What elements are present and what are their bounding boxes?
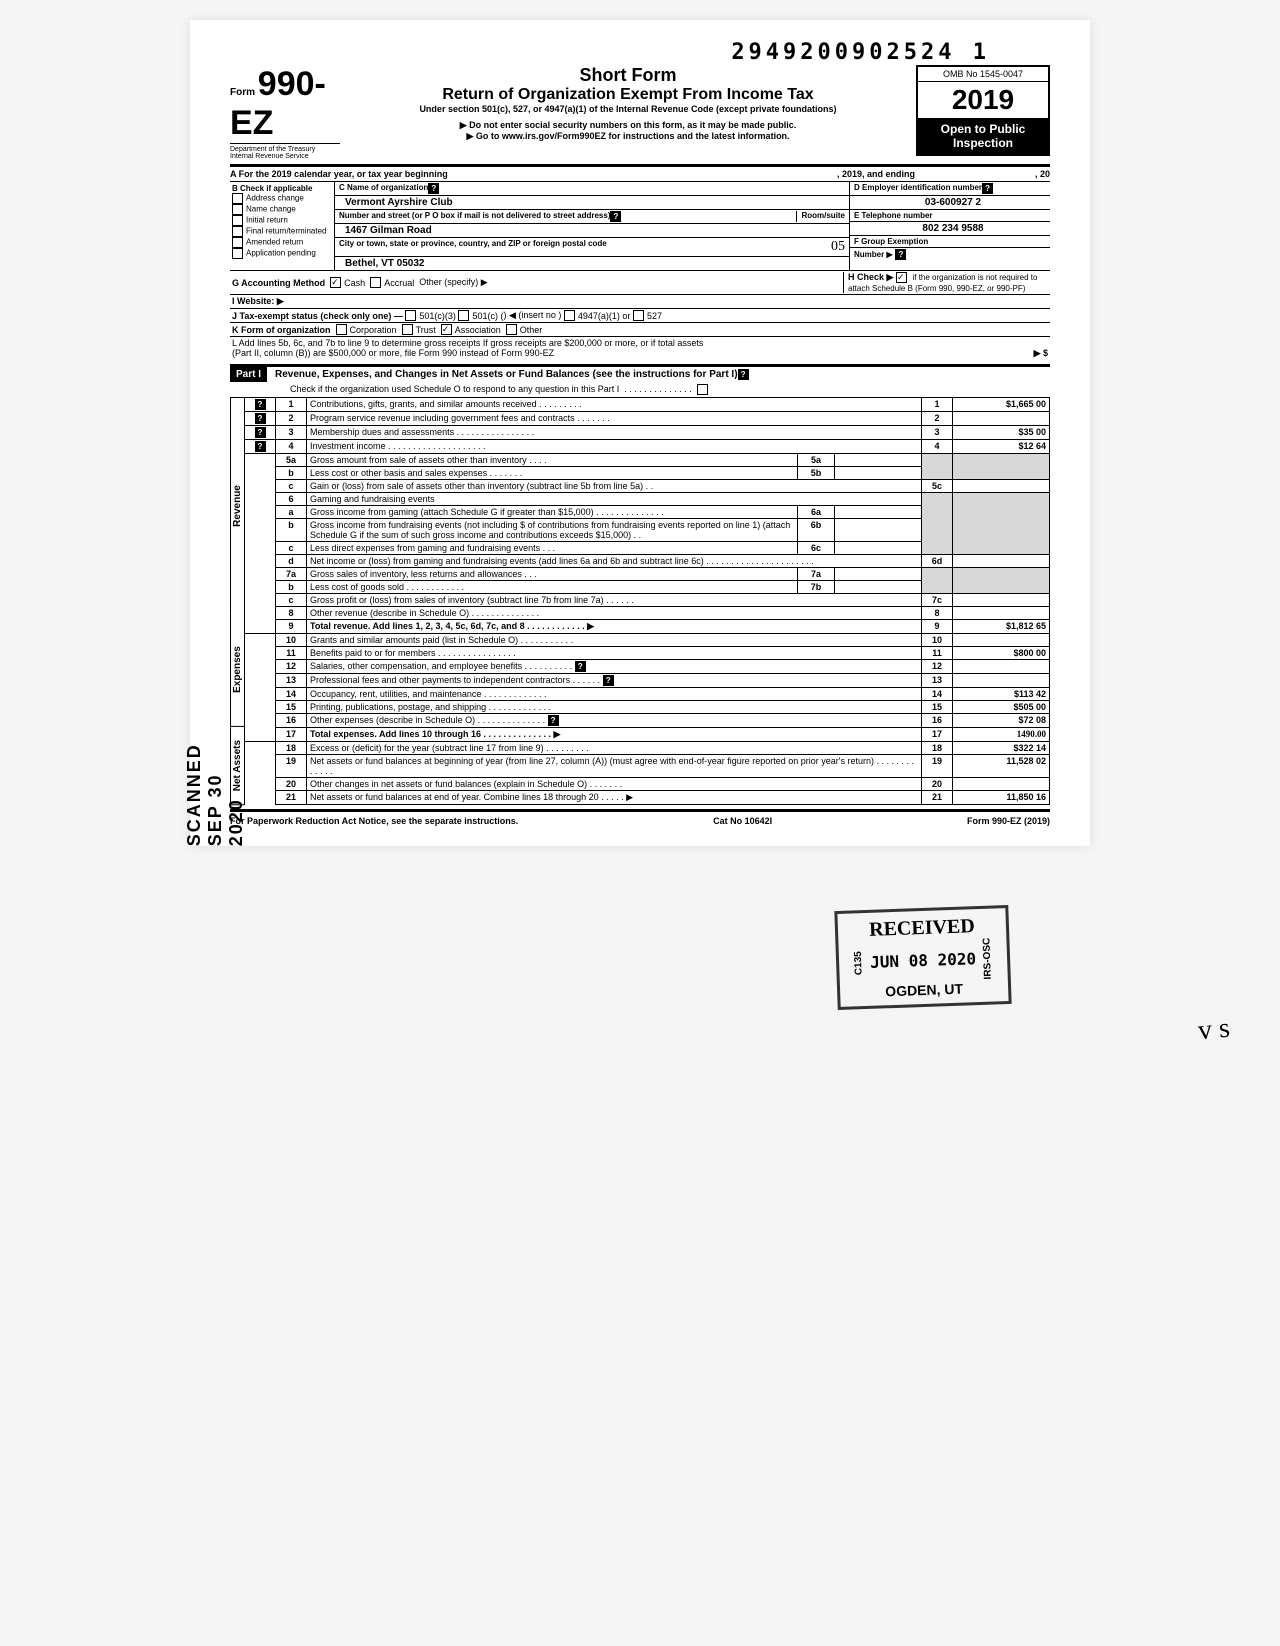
open-public-badge: Open to Public Inspection [918,118,1048,154]
checkbox-name-change[interactable] [232,204,243,215]
g-label: G Accounting Method [232,278,325,288]
checkbox-final-return[interactable] [232,226,243,237]
section-B-label: B Check if applicable [232,184,332,193]
checkbox-corporation[interactable] [336,324,347,335]
k-label: K Form of organization [232,325,331,335]
l-text2: (Part II, column (B)) are $500,000 or mo… [232,348,554,359]
document-stamp-number: 2949200902524 1 [230,40,990,65]
checkbox-accrual[interactable] [370,277,381,288]
l-text1: L Add lines 5b, 6c, and 7b to line 9 to … [232,338,1048,348]
ein-value: 03-600927 2 [854,197,1046,208]
footer-right: Form 990-EZ (2019) [967,816,1050,826]
checkbox-501c3[interactable] [405,310,416,321]
line-A-begin: A For the 2019 calendar year, or tax yea… [230,169,448,179]
side-expenses: Expenses [230,614,244,727]
h-label: H Check ▶ [848,272,893,282]
f-group-label: F Group Exemption [854,237,928,246]
f-number-label: Number ▶ [854,250,893,259]
checkbox-schedule-b[interactable] [896,272,907,283]
scanned-stamp: SCANNED SEP 30 2020 [184,720,247,846]
dept-treasury: Department of the Treasury [230,143,340,153]
handwritten-initial: v s [1197,1013,1232,1048]
checkbox-initial-return[interactable] [232,215,243,226]
c-street-label: Number and street (or P O box if mail is… [339,211,610,222]
j-label: J Tax-exempt status (check only one) — [232,311,403,321]
checkbox-address-change[interactable] [232,193,243,204]
short-form-title: Short Form [340,65,916,86]
checkbox-trust[interactable] [402,324,413,335]
part1-sub: Check if the organization used Schedule … [290,384,619,394]
form-prefix: Form [230,87,255,98]
l-arrow: ▶ $ [554,348,1048,359]
org-city: Bethel, VT 05032 [339,258,424,269]
part1-table: ?1Contributions, gifts, grants, and simi… [244,397,1050,805]
main-title: Return of Organization Exempt From Incom… [340,86,916,104]
help-icon[interactable]: ? [982,183,993,194]
omb-number: OMB No 1545-0047 [918,67,1048,82]
help-icon[interactable]: ? [738,369,749,380]
checkbox-schedule-o[interactable] [697,384,708,395]
handwritten-05: 05 [831,239,845,255]
checkbox-other-org[interactable] [506,324,517,335]
help-icon[interactable]: ? [610,211,621,222]
org-name: Vermont Ayrshire Club [339,197,453,208]
part1-title: Revenue, Expenses, and Changes in Net As… [267,369,738,380]
checkbox-527[interactable] [633,310,644,321]
org-street: 1467 Gilman Road [339,225,432,236]
footer-mid: Cat No 10642I [713,816,772,826]
room-suite-label: Room/suite [796,211,845,222]
received-stamp: RECEIVED C135 JUN 08 2020 IRS-OSC OGDEN,… [834,905,1011,1010]
footer-left: For Paperwork Reduction Act Notice, see … [230,816,518,826]
i-website-label: I Website: ▶ [232,296,284,307]
ssn-warning: ▶ Do not enter social security numbers o… [340,120,916,131]
checkbox-4947[interactable] [564,310,575,321]
side-revenue: Revenue [230,398,244,614]
goto-url: ▶ Go to www.irs.gov/Form990EZ for instru… [340,131,916,142]
line-A-end: , 20 [1035,169,1050,179]
checkbox-501c[interactable] [458,310,469,321]
form-number: 990-EZ [230,65,326,142]
c-name-label: C Name of organization [339,183,428,194]
checkbox-amended-return[interactable] [232,237,243,248]
tax-year: 2019 [918,82,1048,118]
c-city-label: City or town, state or province, country… [339,239,607,255]
subtitle: Under section 501(c), 527, or 4947(a)(1)… [340,104,916,114]
help-icon[interactable]: ? [428,183,439,194]
help-icon[interactable]: ? [895,249,906,260]
dept-irs: Internal Revenue Service [230,153,340,160]
phone-value: 802 234 9588 [854,223,1046,234]
checkbox-cash[interactable] [330,277,341,288]
line-A-mid: , 2019, and ending [837,169,915,179]
checkbox-association[interactable] [441,324,452,335]
checkbox-application-pending[interactable] [232,248,243,259]
e-phone-label: E Telephone number [854,211,933,220]
d-ein-label: D Employer identification number [854,183,982,194]
part1-tag: Part I [230,367,267,382]
